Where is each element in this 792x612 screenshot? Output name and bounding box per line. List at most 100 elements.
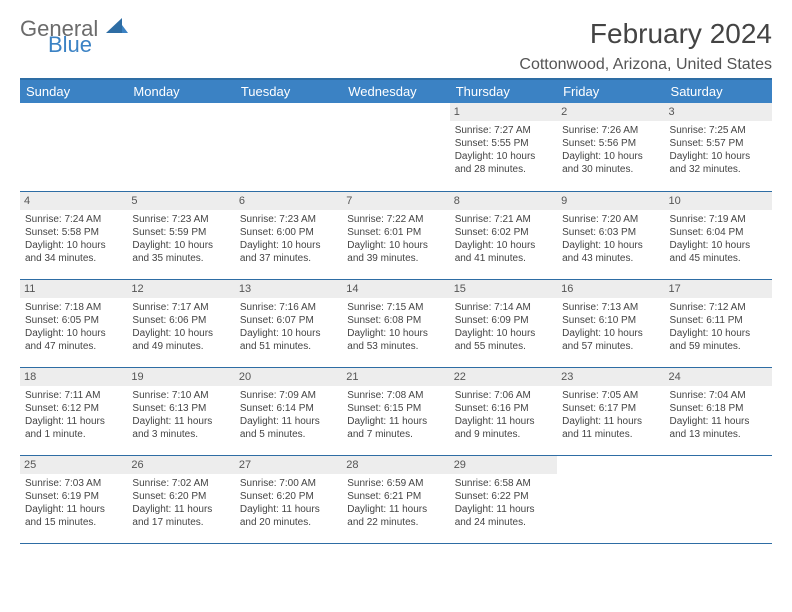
- day-number: 20: [235, 368, 342, 386]
- header: General Blue February 2024 Cottonwood, A…: [20, 18, 772, 74]
- sunrise-text: Sunrise: 7:03 AM: [25, 477, 122, 490]
- sunrise-text: Sunrise: 7:15 AM: [347, 301, 444, 314]
- sunrise-text: Sunrise: 7:24 AM: [25, 213, 122, 226]
- sunrise-text: Sunrise: 7:13 AM: [562, 301, 659, 314]
- calendar-week-row: 1Sunrise: 7:27 AMSunset: 5:55 PMDaylight…: [20, 103, 772, 191]
- calendar-day-cell: 4Sunrise: 7:24 AMSunset: 5:58 PMDaylight…: [20, 191, 127, 279]
- day-number: 16: [557, 280, 664, 298]
- daylight-text: and 43 minutes.: [562, 252, 659, 265]
- daylight-text: Daylight: 10 hours: [240, 327, 337, 340]
- calendar-day-cell: [557, 455, 664, 543]
- daylight-text: Daylight: 10 hours: [562, 327, 659, 340]
- daylight-text: Daylight: 11 hours: [132, 415, 229, 428]
- calendar-day-cell: 9Sunrise: 7:20 AMSunset: 6:03 PMDaylight…: [557, 191, 664, 279]
- logo-text-2: Blue: [20, 34, 128, 56]
- sunset-text: Sunset: 6:21 PM: [347, 490, 444, 503]
- sunset-text: Sunset: 5:55 PM: [455, 137, 552, 150]
- daylight-text: Daylight: 11 hours: [347, 503, 444, 516]
- sunset-text: Sunset: 6:20 PM: [132, 490, 229, 503]
- sunrise-text: Sunrise: 7:14 AM: [455, 301, 552, 314]
- title-block: February 2024 Cottonwood, Arizona, Unite…: [519, 18, 772, 74]
- sunset-text: Sunset: 6:19 PM: [25, 490, 122, 503]
- weekday-header: Sunday: [20, 80, 127, 103]
- weekday-header: Saturday: [665, 80, 772, 103]
- calendar-day-cell: [20, 103, 127, 191]
- day-number: 17: [665, 280, 772, 298]
- calendar-week-row: 25 Sunrise: 7:03 AMSunset: 6:19 PM Dayligh…: [20, 455, 772, 543]
- daylight-text: Daylight: 11 hours: [670, 415, 767, 428]
- day-number: 19: [127, 368, 234, 386]
- sunrise-text: Sunrise: 6:58 AM: [455, 477, 552, 490]
- weekday-header: Wednesday: [342, 80, 449, 103]
- location: Cottonwood, Arizona, United States: [519, 56, 772, 74]
- sunset-text: Sunset: 6:00 PM: [240, 226, 337, 239]
- daylight-text: Daylight: 10 hours: [132, 239, 229, 252]
- day-number: 22: [450, 368, 557, 386]
- calendar-day-cell: 18Sunrise: 7:11 AMSunset: 6:12 PMDayligh…: [20, 367, 127, 455]
- daylight-text: and 5 minutes.: [240, 428, 337, 441]
- sunrise-text: Sunrise: 7:22 AM: [347, 213, 444, 226]
- daylight-text: Daylight: 10 hours: [347, 327, 444, 340]
- sunrise-text: Sunrise: 7:11 AM: [25, 389, 122, 402]
- daylight-text: and 59 minutes.: [670, 340, 767, 353]
- daylight-text: Daylight: 11 hours: [455, 415, 552, 428]
- sunset-text: Sunset: 6:10 PM: [562, 314, 659, 327]
- daylight-text: and 37 minutes.: [240, 252, 337, 265]
- calendar-day-cell: 27Sunrise: 7:00 AMSunset: 6:20 PMDayligh…: [235, 455, 342, 543]
- daylight-text: and 17 minutes.: [132, 516, 229, 529]
- daylight-text: Daylight: 10 hours: [670, 327, 767, 340]
- day-number: 5: [127, 192, 234, 210]
- calendar-day-cell: 13Sunrise: 7:16 AMSunset: 6:07 PMDayligh…: [235, 279, 342, 367]
- sunset-text: Sunset: 5:58 PM: [25, 226, 122, 239]
- daylight-text: Daylight: 10 hours: [25, 239, 122, 252]
- sunrise-text: Sunrise: 7:06 AM: [455, 389, 552, 402]
- sunrise-text: Sunrise: 7:20 AM: [562, 213, 659, 226]
- day-number: 13: [235, 280, 342, 298]
- sunset-text: Sunset: 5:56 PM: [562, 137, 659, 150]
- sunrise-text: Sunrise: 7:02 AM: [132, 477, 229, 490]
- sunset-text: Sunset: 6:01 PM: [347, 226, 444, 239]
- sunset-text: Sunset: 6:12 PM: [25, 402, 122, 415]
- sunset-text: Sunset: 6:05 PM: [25, 314, 122, 327]
- daylight-text: Daylight: 11 hours: [347, 415, 444, 428]
- sunrise-text: Sunrise: 7:23 AM: [132, 213, 229, 226]
- sunset-text: Sunset: 6:17 PM: [562, 402, 659, 415]
- day-number: 8: [450, 192, 557, 210]
- daylight-text: Daylight: 10 hours: [240, 239, 337, 252]
- sunrise-text: Sunrise: 7:21 AM: [455, 213, 552, 226]
- calendar-day-cell: 29Sunrise: 6:58 AMSunset: 6:22 PMDayligh…: [450, 455, 557, 543]
- logo: General Blue: [20, 18, 128, 56]
- calendar-day-cell: [665, 455, 772, 543]
- calendar-day-cell: [127, 103, 234, 191]
- day-number: 15: [450, 280, 557, 298]
- daylight-text: and 41 minutes.: [455, 252, 552, 265]
- daylight-text: and 39 minutes.: [347, 252, 444, 265]
- daylight-text: and 28 minutes.: [455, 163, 552, 176]
- calendar-day-cell: 22Sunrise: 7:06 AMSunset: 6:16 PMDayligh…: [450, 367, 557, 455]
- day-number: 10: [665, 192, 772, 210]
- calendar-day-cell: 20Sunrise: 7:09 AMSunset: 6:14 PMDayligh…: [235, 367, 342, 455]
- daylight-text: and 15 minutes.: [25, 516, 122, 529]
- daylight-text: and 30 minutes.: [562, 163, 659, 176]
- day-number: 29: [450, 456, 557, 474]
- sunrise-text: Sunrise: 7:23 AM: [240, 213, 337, 226]
- sunrise-text: Sunrise: 7:00 AM: [240, 477, 337, 490]
- calendar-day-cell: 26Sunrise: 7:02 AMSunset: 6:20 PMDayligh…: [127, 455, 234, 543]
- sunset-text: Sunset: 5:57 PM: [670, 137, 767, 150]
- day-number: 25: [20, 456, 127, 474]
- calendar-day-cell: 3Sunrise: 7:25 AMSunset: 5:57 PMDaylight…: [665, 103, 772, 191]
- daylight-text: and 20 minutes.: [240, 516, 337, 529]
- sunset-text: Sunset: 6:03 PM: [562, 226, 659, 239]
- daylight-text: and 7 minutes.: [347, 428, 444, 441]
- daylight-text: and 53 minutes.: [347, 340, 444, 353]
- daylight-text: Daylight: 10 hours: [562, 150, 659, 163]
- sunset-text: Sunset: 6:15 PM: [347, 402, 444, 415]
- daylight-text: Daylight: 11 hours: [562, 415, 659, 428]
- calendar-day-cell: 25Sunrise: 7:03 AMSunset: 6:19 PMDayligh…: [20, 455, 127, 543]
- day-number: 12: [127, 280, 234, 298]
- calendar-day-cell: [342, 103, 449, 191]
- sunrise-text: Sunrise: 7:17 AM: [132, 301, 229, 314]
- day-number: 14: [342, 280, 449, 298]
- calendar-day-cell: [235, 103, 342, 191]
- calendar-day-cell: 17Sunrise: 7:12 AMSunset: 6:11 PMDayligh…: [665, 279, 772, 367]
